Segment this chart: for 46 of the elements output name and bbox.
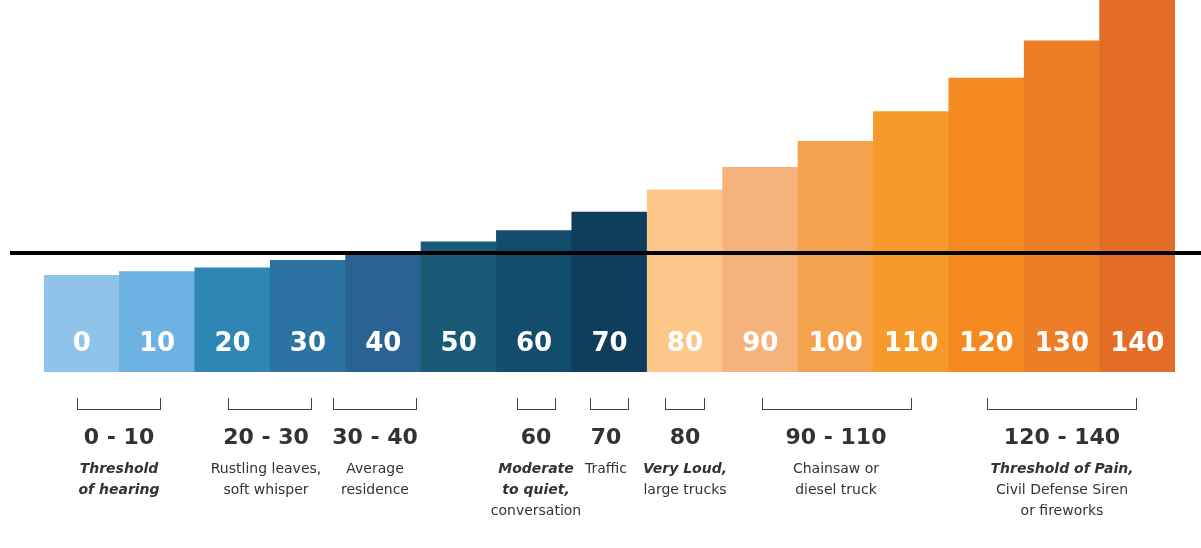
x-tick-label: 70 <box>591 326 628 357</box>
text: Threshold of hearing <box>78 460 160 497</box>
text: Average residence <box>341 460 409 497</box>
bar <box>646 189 723 372</box>
x-tick-label: 120 <box>959 326 1014 357</box>
x-tick-label: 100 <box>808 326 863 357</box>
text: Chainsaw or diesel truck <box>792 460 880 497</box>
bar <box>44 274 120 372</box>
x-tick-label: 60 <box>516 326 553 357</box>
text: 60 <box>520 424 552 450</box>
bar <box>420 241 497 372</box>
text: Very Loud, large trucks <box>642 460 728 497</box>
text: Rustling leaves, soft whisper <box>210 460 322 497</box>
text: 90 - 110 <box>785 424 887 450</box>
x-tick-label: 80 <box>666 326 703 357</box>
x-tick-label: 20 <box>214 326 251 357</box>
bar <box>722 167 799 372</box>
text: 70 <box>590 424 622 450</box>
x-tick-label: 110 <box>883 326 939 357</box>
x-tick-label: 90 <box>742 326 779 357</box>
bar <box>345 252 422 372</box>
text: 30 - 40 <box>332 424 418 450</box>
x-tick-label: 0 <box>72 326 91 357</box>
bar <box>119 271 196 372</box>
x-tick-label: 50 <box>440 326 477 357</box>
x-tick-label: 140 <box>1110 326 1165 357</box>
text: Moderate to quiet, conversation <box>490 460 582 518</box>
bar <box>1023 40 1100 372</box>
bar <box>1099 0 1175 372</box>
text: Threshold of Pain, Civil Defense Siren or fireworks <box>990 460 1134 518</box>
text: Traffic <box>584 460 628 476</box>
bar <box>496 230 573 372</box>
x-tick-label: 130 <box>1034 326 1090 357</box>
bar <box>797 141 874 372</box>
bar <box>269 260 346 372</box>
text: 20 - 30 <box>223 424 309 450</box>
text: 0 - 10 <box>83 424 155 450</box>
x-tick-label: 30 <box>289 326 326 357</box>
text: 120 - 140 <box>1003 424 1121 450</box>
bar <box>873 111 950 372</box>
bar <box>194 267 271 372</box>
x-tick-label: 40 <box>365 326 402 357</box>
text: 80 <box>669 424 701 450</box>
bar <box>948 77 1025 372</box>
bar <box>571 211 648 372</box>
x-tick-label: 10 <box>139 326 176 357</box>
